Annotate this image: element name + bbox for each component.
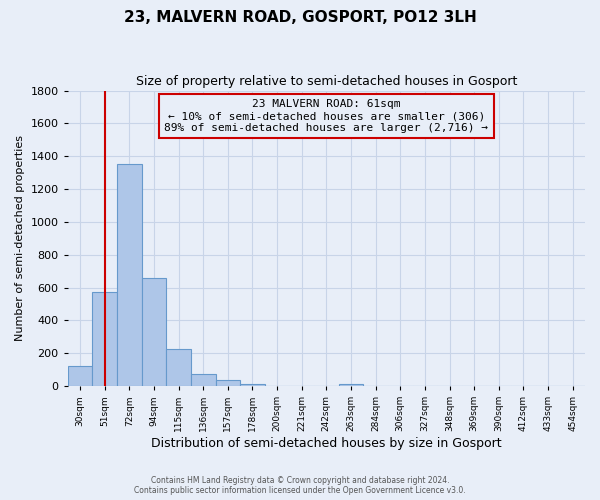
Title: Size of property relative to semi-detached houses in Gosport: Size of property relative to semi-detach… (136, 75, 517, 88)
Bar (191, 374, 215, 386)
Bar (215, 380, 240, 386)
Y-axis label: Number of semi-detached properties: Number of semi-detached properties (15, 136, 25, 342)
Bar (166, 349, 191, 386)
Bar (68, 366, 92, 386)
Bar (240, 384, 265, 386)
Bar (117, 164, 142, 386)
Bar (92, 292, 117, 386)
Text: Contains HM Land Registry data © Crown copyright and database right 2024.
Contai: Contains HM Land Registry data © Crown c… (134, 476, 466, 495)
Text: 23, MALVERN ROAD, GOSPORT, PO12 3LH: 23, MALVERN ROAD, GOSPORT, PO12 3LH (124, 10, 476, 25)
Bar (338, 384, 364, 386)
X-axis label: Distribution of semi-detached houses by size in Gosport: Distribution of semi-detached houses by … (151, 437, 502, 450)
Bar (142, 278, 166, 386)
Text: 23 MALVERN ROAD: 61sqm
← 10% of semi-detached houses are smaller (306)
89% of se: 23 MALVERN ROAD: 61sqm ← 10% of semi-det… (164, 100, 488, 132)
